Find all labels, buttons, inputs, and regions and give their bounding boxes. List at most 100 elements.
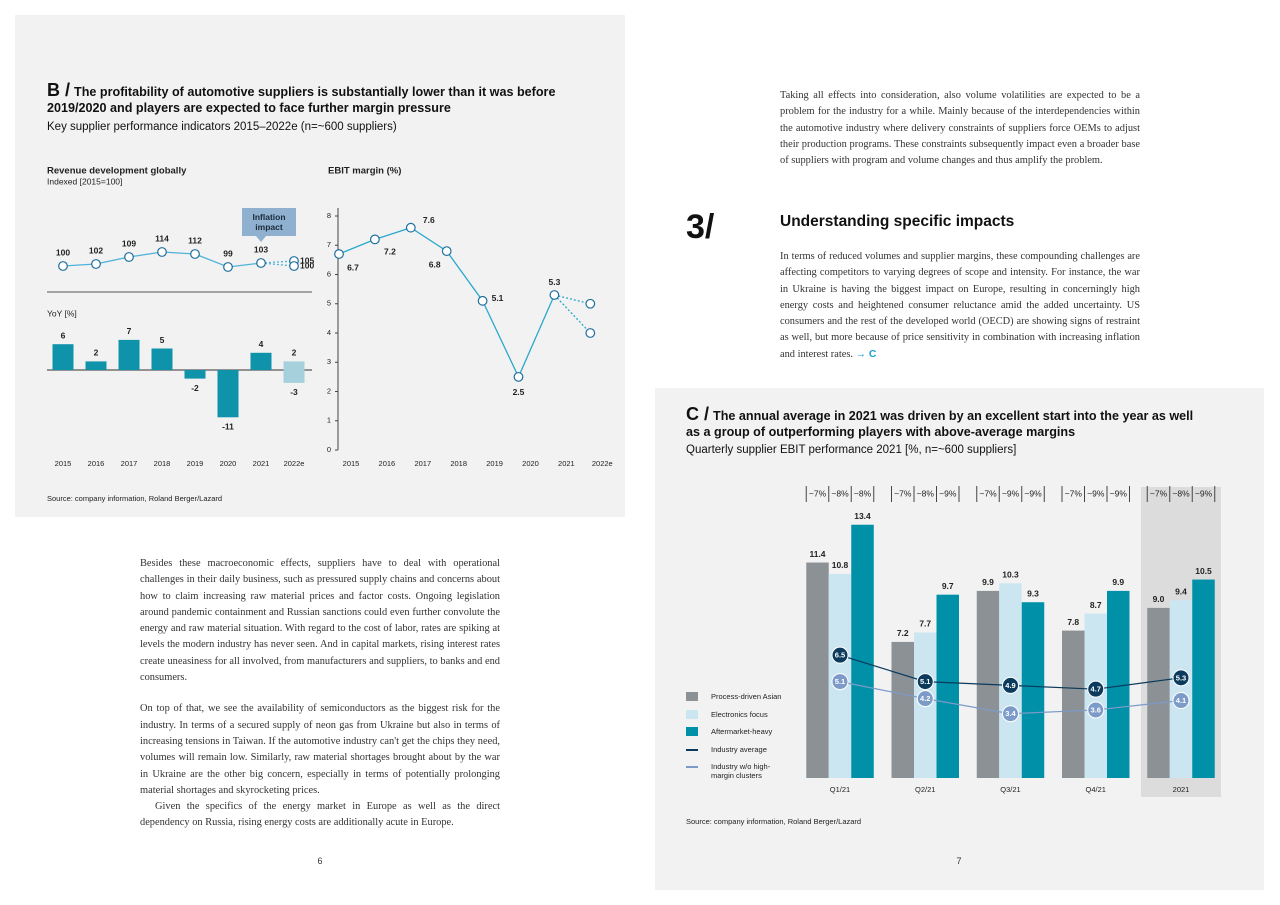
data-label: 5.3	[548, 277, 560, 287]
legend-swatch	[686, 748, 698, 751]
group-label: ~9%	[1087, 488, 1105, 498]
point	[1172, 669, 1190, 687]
exhibit-panel	[15, 15, 625, 517]
y-tick-label: 8	[327, 211, 331, 220]
data-label: 99	[223, 248, 233, 258]
bar	[806, 562, 829, 778]
legend-item: Industry average	[686, 745, 783, 763]
data-label: 7.6	[423, 215, 435, 225]
data-label: 6.8	[429, 259, 441, 269]
point	[585, 298, 596, 309]
point	[916, 690, 934, 708]
x-tick-label: 2020	[220, 459, 237, 468]
data-label: 9.3	[1027, 588, 1039, 598]
point	[334, 249, 344, 259]
data-label: 10.5	[1195, 566, 1212, 576]
section-number: 3/	[686, 208, 715, 246]
data-label: 5.1	[835, 677, 845, 686]
legend-label: Electronics focus	[711, 709, 768, 719]
page-number: 6	[317, 856, 323, 866]
source: Source: company information, Roland Berg…	[686, 817, 862, 826]
x-tick-label: 2019	[187, 459, 204, 468]
point	[256, 258, 266, 268]
y-tick-label: 6	[327, 269, 331, 278]
bar	[1192, 579, 1215, 778]
point	[513, 371, 524, 382]
group-label: ~8%	[917, 488, 935, 498]
legend-label: Industry w/o high-margin clusters	[711, 762, 771, 780]
x-tick-label: 2021	[558, 459, 575, 468]
data-label: 7.7	[919, 619, 931, 629]
bar	[1147, 607, 1170, 778]
bar	[1107, 590, 1130, 778]
point	[1002, 676, 1019, 694]
x-tick-label: Q2/21	[915, 785, 935, 794]
chart-title: Revenue development globally	[47, 166, 187, 177]
group-label: ~9%	[939, 488, 957, 498]
data-label: 10.8	[832, 560, 849, 570]
exhibit-subtitle: Key supplier performance indicators 2015…	[47, 121, 397, 133]
page-number: 7	[956, 856, 962, 866]
point	[477, 295, 488, 306]
exhibit-letter: C /	[686, 404, 710, 424]
group-label: ~7%	[1150, 488, 1168, 498]
exhibit-letter: B /	[47, 80, 71, 100]
line	[260, 260, 295, 264]
x-tick-label: Q4/21	[1086, 785, 1106, 794]
data-label: 7.8	[1067, 617, 1079, 627]
data-label: 2.5	[513, 387, 525, 397]
data-label: 9.4	[1175, 587, 1187, 597]
point	[58, 261, 68, 271]
data-label: 4	[259, 339, 264, 349]
data-label: 9.9	[982, 577, 994, 587]
data-label: -3	[290, 387, 298, 397]
group-label: ~7%	[1065, 488, 1083, 498]
data-label: 9.7	[942, 581, 954, 591]
point	[1087, 701, 1105, 719]
group-label: ~8%	[1172, 488, 1190, 498]
data-label: 6	[61, 330, 66, 340]
data-label: 109	[122, 238, 136, 248]
exhibit-link[interactable]: → C	[855, 348, 877, 360]
point	[289, 261, 299, 271]
data-label: 114	[155, 233, 169, 243]
y-tick-label: 1	[327, 416, 331, 425]
y-tick-label: 7	[327, 240, 331, 249]
paragraph-text: In terms of reduced volumes and supplier…	[780, 251, 1140, 360]
legend-swatch	[686, 709, 698, 719]
point	[91, 259, 101, 269]
exhibit-title-text: The annual average in 2021 was driven by…	[686, 409, 1194, 439]
y-tick-label: 2	[327, 386, 331, 395]
point	[190, 249, 200, 259]
x-tick-label: 2021	[253, 459, 270, 468]
legend-swatch	[686, 766, 698, 768]
chart-title: EBIT margin (%)	[328, 166, 401, 177]
data-label: 3.6	[1091, 705, 1101, 714]
data-label: 13.4	[854, 511, 871, 521]
x-tick-label: 2018	[154, 459, 171, 468]
point	[370, 234, 380, 245]
data-label: 102	[89, 245, 103, 255]
x-tick-label: Q1/21	[830, 785, 850, 794]
bar	[1062, 630, 1085, 778]
point	[441, 246, 452, 257]
data-label: 5.1	[920, 677, 930, 686]
callout-pointer	[256, 236, 266, 242]
point	[549, 290, 560, 300]
line	[260, 262, 295, 267]
legend-label: Aftermarket-heavy	[711, 727, 773, 736]
data-label: 11.4	[809, 549, 825, 559]
x-tick-label: 2018	[450, 459, 467, 468]
data-label: 103	[254, 244, 268, 254]
group-label: ~9%	[1110, 488, 1128, 498]
legend-item: Electronics focus	[686, 709, 783, 728]
point	[405, 222, 416, 233]
legend-label: Process-driven Asian	[711, 692, 782, 701]
y-tick-label: 5	[327, 299, 331, 308]
exhibit-title: C / The annual average in 2021 was driven…	[686, 404, 1206, 440]
data-label: 6.5	[835, 651, 845, 660]
x-tick-label: 2020	[522, 459, 539, 468]
x-tick-label: 2015	[55, 459, 72, 468]
x-tick-label: 2016	[379, 459, 396, 468]
x-tick-label: 2021	[1173, 785, 1190, 794]
